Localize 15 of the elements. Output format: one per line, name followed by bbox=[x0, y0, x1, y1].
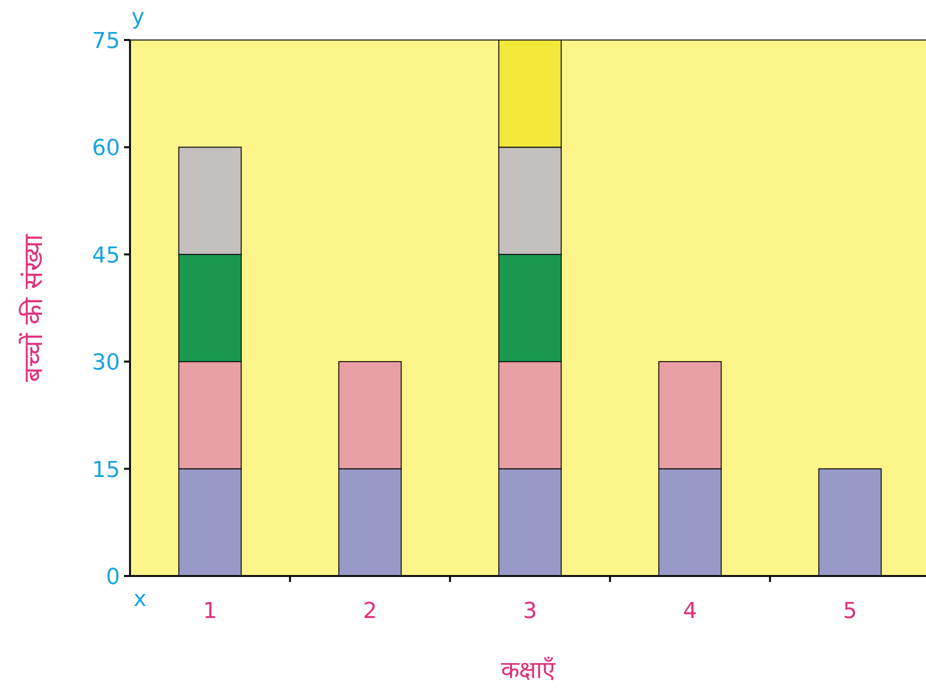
x-tick-label: 3 bbox=[523, 599, 537, 624]
y-tick-label: 45 bbox=[92, 243, 120, 268]
y-axis-title: बच्चों की संख्या bbox=[18, 233, 49, 382]
y-tick-label: 30 bbox=[92, 350, 120, 376]
x-tick-label: 5 bbox=[843, 599, 857, 624]
y-tick-label: 60 bbox=[92, 136, 120, 162]
text: x bbox=[133, 587, 147, 612]
x-tick-label: 1 bbox=[203, 599, 217, 624]
x-tick-label: 4 bbox=[683, 599, 697, 624]
x-axis-title: कक्षाएँ bbox=[501, 656, 556, 684]
x-tick-label: 2 bbox=[363, 599, 377, 624]
text: y bbox=[131, 5, 145, 30]
y-tick-label: 0 bbox=[106, 565, 120, 590]
y-tick-label: 15 bbox=[92, 458, 120, 483]
y-tick-label: 75 bbox=[92, 29, 120, 54]
